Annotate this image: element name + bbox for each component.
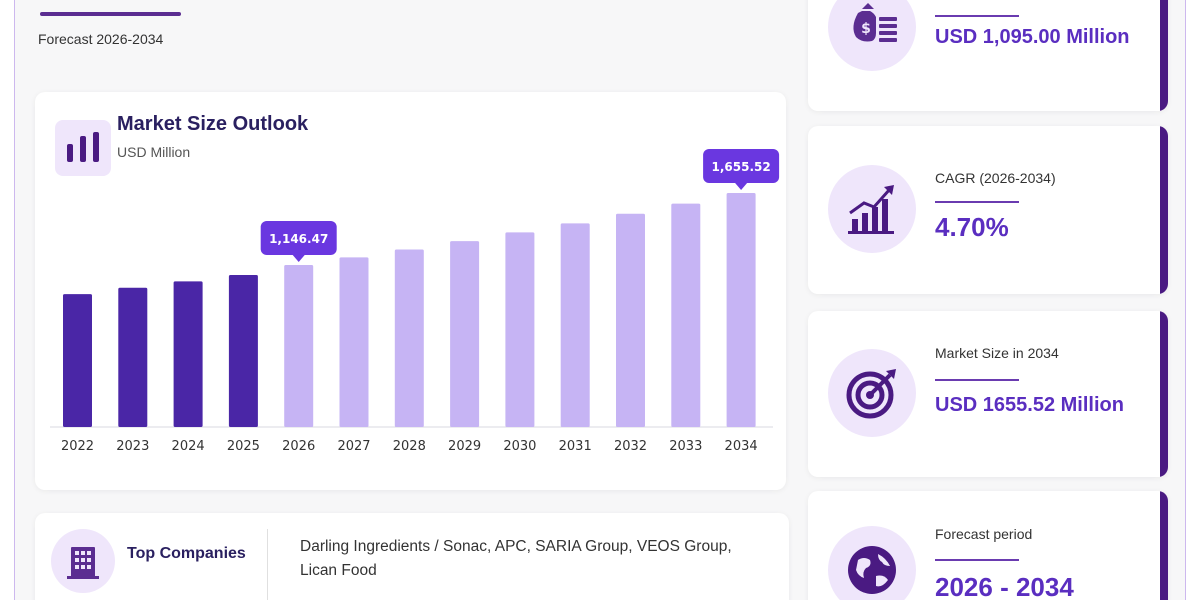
bar-2026 — [284, 264, 314, 427]
top-companies-list: Darling Ingredients / Sonac, APC, SARIA … — [300, 538, 732, 579]
bar-2033 — [671, 203, 701, 427]
stat-rule — [935, 15, 1019, 17]
bar-chart-icon — [55, 120, 111, 176]
bar-2032 — [616, 213, 645, 427]
x-tick-2033: 2033 — [669, 439, 702, 454]
svg-text:1,655.52: 1,655.52 — [711, 160, 770, 174]
x-tick-2025: 2025 — [227, 439, 260, 454]
x-tick-2027: 2027 — [337, 439, 370, 454]
stat-card-2034: Market Size in 2034 USD 1655.52 Million — [808, 311, 1168, 477]
x-tick-2023: 2023 — [116, 439, 149, 454]
title-underline — [40, 12, 181, 16]
stat-label-cagr: CAGR (2026-2034) — [935, 170, 1056, 186]
stat-card-market-size: $ USD 1,095.00 Million — [808, 0, 1168, 111]
data-label-2034: 1,655.52 — [703, 149, 780, 190]
card-edge — [1160, 311, 1168, 477]
stat-card-forecast: Forecast period 2026 - 2034 — [808, 491, 1168, 600]
x-tick-2029: 2029 — [448, 439, 481, 454]
stat-value-forecast: 2026 - 2034 — [935, 572, 1074, 600]
chart-title: Market Size Outlook — [117, 113, 309, 135]
x-tick-2026: 2026 — [282, 439, 315, 454]
x-tick-2024: 2024 — [172, 439, 205, 454]
x-tick-2028: 2028 — [393, 439, 426, 454]
chart-unit: USD Million — [117, 144, 191, 160]
market-size-bar-chart: 2022 2023 2024 2025 2026 2027 2028 2029 2030 2031… — [50, 149, 780, 454]
bar-2027 — [339, 257, 369, 427]
bar-2029 — [450, 241, 480, 427]
bar-2034 — [726, 193, 756, 427]
stat-card-cagr: CAGR (2026-2034) 4.70% — [808, 126, 1168, 294]
divider — [267, 529, 268, 600]
stat-value-cagr: 4.70% — [935, 212, 1009, 242]
globe-icon — [828, 526, 916, 600]
bar-2030 — [505, 232, 535, 427]
forecast-subtitle: Forecast 2026-2034 — [38, 31, 164, 47]
stat-value-market-size: USD 1,095.00 Million — [935, 26, 1130, 48]
x-tick-2034: 2034 — [725, 439, 758, 454]
building-icon — [51, 529, 115, 593]
x-tick-2022: 2022 — [61, 439, 94, 454]
stat-label-forecast: Forecast period — [935, 526, 1033, 542]
bar-2022 — [63, 294, 92, 427]
x-tick-2031: 2031 — [559, 439, 592, 454]
bar-2031 — [560, 223, 590, 427]
bar-2025 — [228, 275, 258, 427]
card-edge — [1160, 491, 1168, 600]
growth-chart-icon — [828, 165, 916, 253]
market-size-card: Market Size Outlook USD Million 2022 2023… — [35, 92, 786, 490]
svg-text:1,146.47: 1,146.47 — [269, 232, 328, 246]
target-icon — [828, 349, 916, 437]
stat-rule — [935, 379, 1019, 381]
card-edge — [1160, 0, 1168, 111]
top-companies-card: Top Companies Darling Ingredients / Sona… — [35, 513, 789, 600]
bar-2023 — [118, 287, 148, 427]
x-tick-2032: 2032 — [614, 439, 647, 454]
money-bag-icon: $ — [828, 0, 916, 71]
stat-label-2034: Market Size in 2034 — [935, 345, 1059, 361]
data-label-2026: 1,146.47 — [260, 220, 337, 262]
bar-2028 — [394, 249, 424, 427]
x-tick-2030: 2030 — [503, 439, 536, 454]
svg-text:$: $ — [861, 21, 871, 37]
bar-2024 — [173, 281, 203, 427]
top-companies-label: Top Companies — [127, 545, 246, 562]
stat-value-2034: USD 1655.52 Million — [935, 394, 1124, 416]
stat-rule — [935, 201, 1019, 203]
stat-rule — [935, 559, 1019, 561]
card-edge — [1160, 126, 1168, 294]
